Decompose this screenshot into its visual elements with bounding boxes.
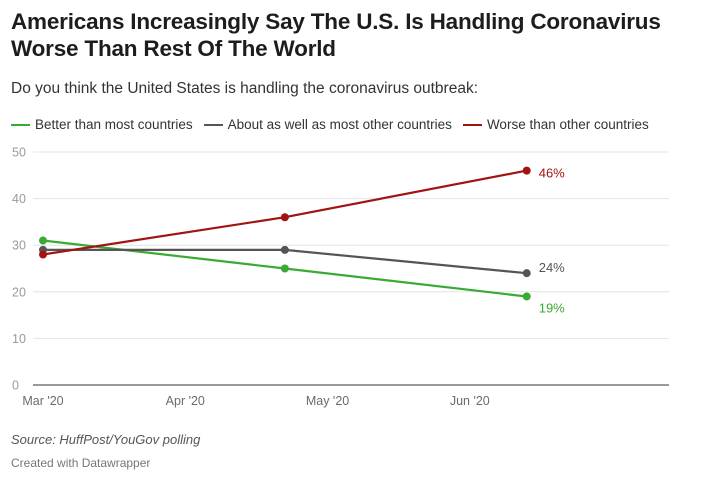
legend-swatch-better (11, 123, 30, 126)
data-point-0-0 (39, 236, 47, 245)
legend-swatch-worse (462, 123, 482, 126)
y-tick-label-10: 10 (12, 332, 26, 346)
legend-item-better: Better than most countries (11, 117, 193, 132)
x-tick-label-2: May '20 (306, 394, 349, 408)
legend-item-about-as-well: About as well as most other countries (203, 117, 452, 132)
legend-label-worse: Worse than other countries (486, 117, 649, 132)
end-label-0: 19% (539, 300, 565, 315)
data-point-2-1 (280, 213, 289, 222)
legend-item-worse: Worse than other countries (462, 117, 649, 132)
data-point-2-0 (39, 250, 47, 259)
data-point-0-1 (280, 264, 289, 273)
y-tick-label-40: 40 (12, 192, 26, 206)
chart-subtitle: Do you think the United States is handli… (11, 80, 478, 97)
legend-label-about-as-well: About as well as most other countries (227, 117, 452, 132)
data-point-0-2 (522, 292, 531, 301)
data-point-2-2 (522, 166, 531, 175)
x-tick-label-3: Jun '20 (450, 394, 490, 408)
x-tick-label-0: Mar '20 (22, 394, 63, 408)
end-label-1: 24% (539, 260, 565, 275)
series-line-2 (42, 169, 527, 256)
x-tick-label-1: Apr '20 (166, 394, 205, 408)
end-label-2: 46% (539, 166, 565, 181)
datawrapper-credit: Created with Datawrapper (11, 456, 151, 470)
legend: Better than most countries About as well… (11, 117, 660, 132)
chart-title: Americans Increasingly Say The U.S. Is H… (11, 9, 661, 61)
legend-swatch-about-as-well (203, 123, 223, 126)
data-point-1-1 (280, 245, 289, 254)
data-point-1-2 (522, 269, 531, 278)
y-tick-label-30: 30 (12, 239, 26, 253)
y-tick-label-0: 0 (12, 379, 19, 393)
legend-label-better: Better than most countries (35, 117, 193, 132)
line-chart: 0 10 20 30 40 50 Mar '20 Apr '20 May '20 Jun '20 1… (12, 146, 669, 408)
source-note: Source: HuffPost/YouGov polling (11, 432, 201, 447)
y-tick-label-20: 20 (12, 285, 26, 299)
y-tick-label-50: 50 (12, 146, 26, 160)
